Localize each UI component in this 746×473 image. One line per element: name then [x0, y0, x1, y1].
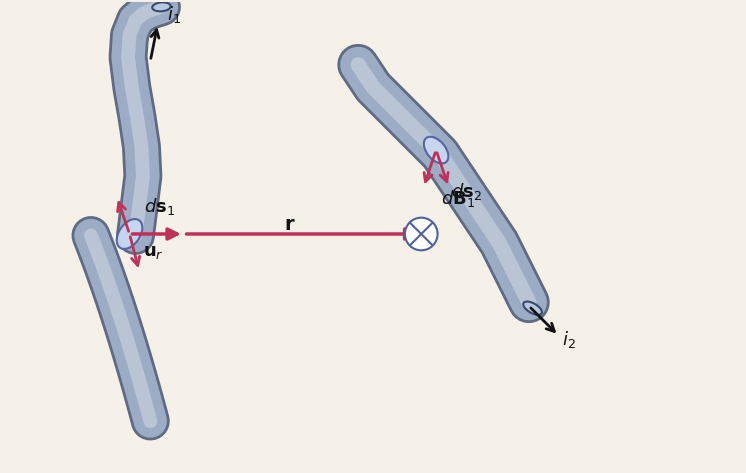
Circle shape: [405, 218, 438, 250]
Text: $i_1$: $i_1$: [166, 4, 181, 25]
Ellipse shape: [523, 302, 542, 315]
Text: $\mathbf{u}_r$: $\mathbf{u}_r$: [143, 243, 163, 261]
Text: $d\mathbf{B}_1$: $d\mathbf{B}_1$: [442, 188, 475, 209]
Text: $\mathbf{r}$: $\mathbf{r}$: [284, 216, 295, 234]
Text: $d\mathbf{s}_2$: $d\mathbf{s}_2$: [451, 181, 482, 202]
Ellipse shape: [424, 137, 448, 164]
Ellipse shape: [116, 219, 142, 249]
Text: $i_2$: $i_2$: [562, 329, 576, 350]
Ellipse shape: [152, 2, 171, 11]
Text: $d\mathbf{s}_1$: $d\mathbf{s}_1$: [145, 196, 175, 217]
